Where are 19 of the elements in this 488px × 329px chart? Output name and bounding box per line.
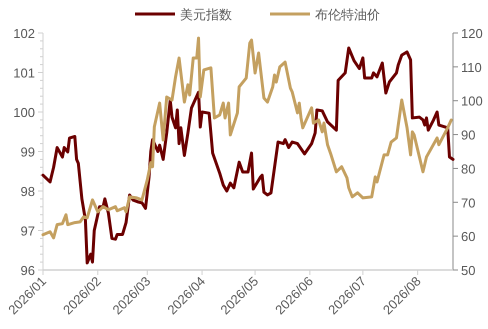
y-tick-label: 99 xyxy=(20,144,35,160)
y2-tick-label: 70 xyxy=(461,195,476,210)
y-tick-label: 102 xyxy=(13,26,35,41)
y-tick-label: 101 xyxy=(13,66,35,80)
y2-tick-label: 100 xyxy=(461,94,483,109)
y-tick-label: 98 xyxy=(20,184,35,199)
y2-tick-label: 50 xyxy=(461,263,476,278)
y-tick-label: 100 xyxy=(13,105,35,120)
y-tick-label: 96 xyxy=(20,263,35,278)
y2-tick-label: 80 xyxy=(461,161,476,176)
legend-label: 布伦特油价 xyxy=(315,7,380,22)
y2-tick-label: 120 xyxy=(461,26,483,41)
legend-label: 美元指数 xyxy=(180,7,232,22)
y2-tick-label: 90 xyxy=(461,128,476,143)
y2-tick-label: 60 xyxy=(461,229,476,244)
line-series xyxy=(42,46,454,264)
y2-tick-label: 110 xyxy=(461,60,482,75)
y-tick-label: 97 xyxy=(20,224,35,238)
line-series xyxy=(42,36,453,240)
